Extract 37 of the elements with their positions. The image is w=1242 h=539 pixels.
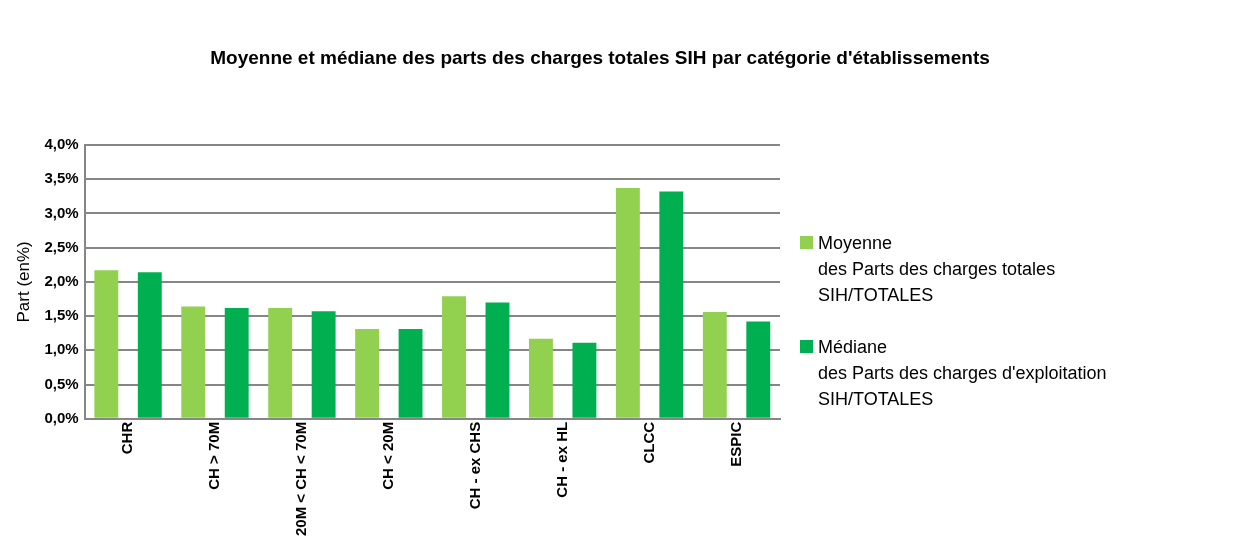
x-tick-label: ESPIC <box>726 421 744 467</box>
bar <box>311 311 336 418</box>
y-tick-label: 0,5% <box>44 374 79 392</box>
bar <box>659 191 684 418</box>
bar <box>702 312 727 418</box>
y-tick-label: 2,5% <box>44 237 79 255</box>
y-tick-label: 1,5% <box>44 306 79 324</box>
x-tick-label: CH > 70M <box>205 421 223 490</box>
bar <box>615 188 640 418</box>
chart-title: Moyenne et médiane des parts des charges totales SIH par catégorie d'établissements <box>209 46 991 70</box>
y-tick-label: 0,0% <box>44 408 79 426</box>
legend-label: Moyenne des Parts des charges totales SIH/TOTALES <box>818 232 1056 307</box>
x-tick-label: CH < 20M <box>378 421 396 490</box>
y-axis-title: Part (en%) <box>13 241 33 323</box>
bar <box>181 306 206 418</box>
x-tick-label: 20M < CH < 70M <box>292 421 310 536</box>
x-tick-label: CLCC <box>639 421 657 464</box>
bar <box>442 296 466 418</box>
y-tick-label: 2,0% <box>44 272 79 290</box>
x-tick-label: CH - ex HL <box>552 421 570 498</box>
y-tick-label: 1,0% <box>44 340 79 358</box>
y-tick-label: 3,5% <box>44 169 79 187</box>
bar <box>529 338 553 418</box>
legend-label: Médiane des Parts des charges d'exploitation SIH/TOTALES <box>818 336 1107 411</box>
bar <box>398 329 423 418</box>
bar <box>268 307 293 418</box>
bar <box>572 342 597 418</box>
bar <box>355 329 380 418</box>
bar <box>224 307 249 418</box>
x-tick-label: CH - ex CHS <box>465 421 483 510</box>
y-tick-label: 4,0% <box>44 135 79 153</box>
y-tick-label: 3,0% <box>44 203 79 221</box>
bar <box>746 321 771 418</box>
bar <box>485 302 510 418</box>
bar <box>94 270 119 418</box>
x-tick-label: CHR <box>118 421 136 455</box>
bar <box>137 272 162 418</box>
